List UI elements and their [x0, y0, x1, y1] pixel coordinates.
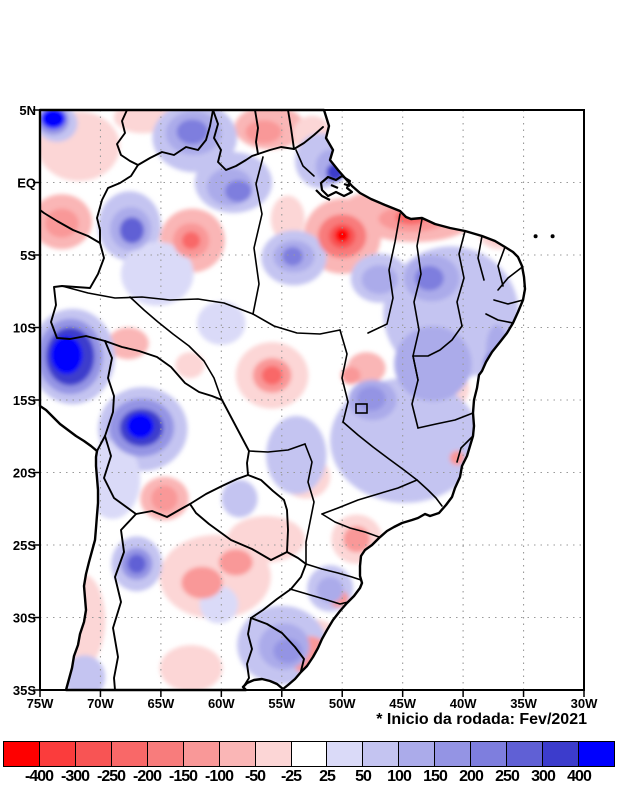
colorbar-labels: -400 -300 -250 -200 -150 -100 -50 -25 25 50 100 150… — [3, 768, 615, 790]
colorbar-cell — [4, 742, 39, 766]
anomaly-blob — [227, 516, 305, 563]
anomaly-blob — [175, 352, 205, 379]
anomaly-blob — [341, 366, 361, 385]
x-tick-label: 65W — [148, 696, 175, 711]
colorbar-label: -25 — [280, 768, 302, 785]
colorbar-label: 150 — [423, 768, 448, 785]
anomaly-blob — [119, 217, 144, 244]
colorbar-label: 300 — [531, 768, 556, 785]
anomaly-blob — [127, 554, 146, 574]
anomaly-blob — [176, 119, 208, 145]
island-dot — [550, 234, 555, 239]
colorbar-cell — [74, 742, 111, 766]
anomaly-blob — [50, 336, 83, 374]
colorbar-label: -250 — [96, 768, 126, 785]
anomaly-blob — [41, 110, 66, 129]
anomaly-blob — [273, 638, 303, 664]
x-tick-label: 35W — [510, 696, 537, 711]
run-start-note: * Inicio da rodada: Fev/2021 — [376, 711, 587, 728]
y-tick-label: 5S — [20, 248, 36, 263]
y-tick-label: 35S — [13, 683, 36, 698]
anomaly-blob — [197, 301, 246, 345]
country-borders — [39, 109, 324, 691]
anomaly-blob — [449, 450, 465, 466]
x-tick-label: 40W — [450, 696, 477, 711]
y-tick-label: 10S — [13, 321, 36, 336]
colorbar-label: 50 — [355, 768, 372, 785]
anomaly-blob — [261, 366, 283, 385]
amazon-delta-islands — [315, 174, 354, 201]
colorbar-label: 25 — [319, 768, 336, 785]
colorbar-label: 100 — [387, 768, 412, 785]
y-tick-label: 25S — [13, 538, 36, 553]
colorbar-label: 200 — [459, 768, 484, 785]
colorbar-cell — [290, 742, 327, 766]
colorbar-cell — [578, 742, 614, 766]
colorbar-cell — [362, 742, 399, 766]
anomaly-blob — [221, 479, 258, 518]
x-tick-label: 50W — [329, 696, 356, 711]
anomaly-blob — [218, 549, 253, 576]
anomaly-blob — [270, 195, 305, 242]
colorbar-cell — [38, 742, 75, 766]
anomaly-blob — [121, 242, 194, 306]
state-borders — [61, 149, 524, 605]
anomaly-blob — [414, 265, 444, 291]
anomaly-blob — [282, 247, 304, 266]
anomaly-blob — [181, 566, 223, 599]
colorbar-label: -100 — [204, 768, 234, 785]
anomaly-blob — [182, 231, 201, 250]
x-tick-label: 55W — [268, 696, 295, 711]
colorbar-cell — [326, 742, 363, 766]
anomaly-blob — [334, 228, 350, 243]
colorbar-label: 250 — [495, 768, 520, 785]
y-tick-label: EQ — [17, 176, 36, 191]
colorbar-label: -150 — [168, 768, 198, 785]
anomaly-blob — [394, 326, 472, 402]
colorbar-cell — [506, 742, 543, 766]
colorbar-label: -200 — [132, 768, 162, 785]
anomaly-blob — [151, 485, 178, 512]
x-tick-label: 30W — [571, 696, 598, 711]
x-tick-label: 75W — [27, 696, 54, 711]
colorbar-label: -300 — [60, 768, 90, 785]
colorbar-label: 400 — [567, 768, 592, 785]
anomaly-blob — [225, 180, 252, 203]
y-tick-label: 15S — [13, 393, 36, 408]
colorbar-cell — [542, 742, 578, 766]
anomaly-blob — [266, 415, 327, 495]
anomaly-blob — [316, 576, 344, 604]
anomaly-blob — [356, 386, 386, 411]
colorbar-cell — [218, 742, 255, 766]
y-tick-label: 20S — [13, 466, 36, 481]
colorbar-cell — [110, 742, 147, 766]
x-tick-label: 60W — [208, 696, 235, 711]
colorbar-cell — [182, 742, 219, 766]
colorbar-cell — [434, 742, 471, 766]
anomaly-blob — [127, 413, 154, 439]
island-dot — [533, 234, 538, 239]
colorbar-cell — [398, 742, 435, 766]
x-tick-label: 70W — [87, 696, 114, 711]
y-tick-label: 5N — [19, 103, 36, 118]
x-tick-label: 45W — [389, 696, 416, 711]
anomaly-blob — [343, 526, 371, 553]
colorbar-cell — [470, 742, 507, 766]
anomaly-blob — [159, 645, 223, 690]
axis-labels: 75W 70W 65W 60W 55W 50W 45W 40W 35W 30W 5N EQ 5S 10S 1… — [13, 103, 598, 711]
coastline — [38, 108, 527, 692]
anomaly-blob — [245, 120, 282, 144]
distrito-federal-border — [355, 403, 368, 414]
anomaly-blob — [64, 655, 106, 690]
colorbar-cell — [254, 742, 291, 766]
colorbar — [3, 741, 615, 767]
colorbar-label: -400 — [24, 768, 54, 785]
colorbar-label: -50 — [244, 768, 266, 785]
y-tick-label: 30S — [13, 611, 36, 626]
axis-ticks — [33, 109, 585, 697]
colorbar-cell — [146, 742, 183, 766]
